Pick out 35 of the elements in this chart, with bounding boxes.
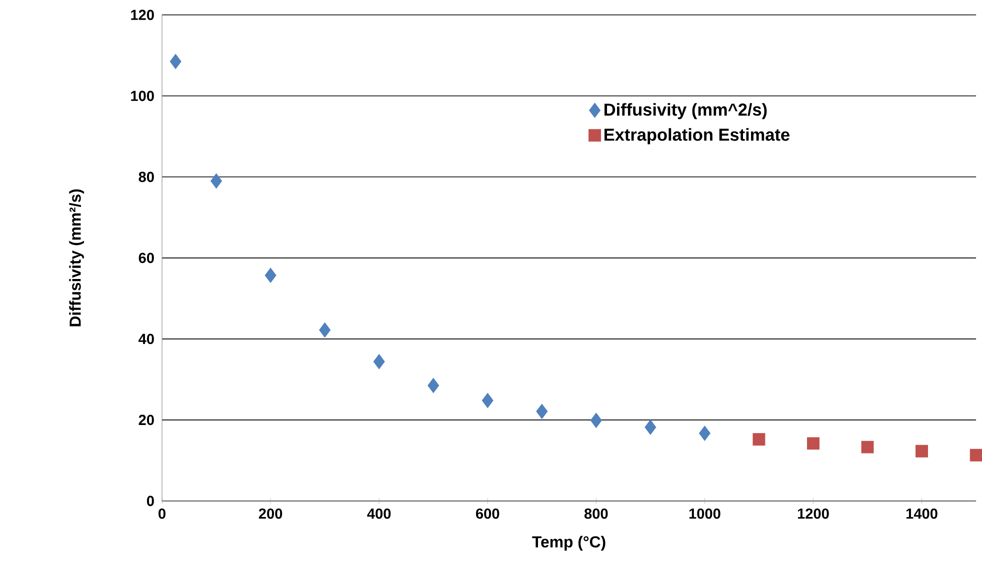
point xyxy=(752,432,766,446)
x-tick-label: 0 xyxy=(158,508,166,519)
y-tick-label: 100 xyxy=(131,90,154,101)
y-tick-label: 20 xyxy=(138,414,154,425)
x-tick-label: 200 xyxy=(258,508,282,519)
legend-label: Diffusivity (mm^2/s) xyxy=(604,102,767,119)
point xyxy=(536,404,548,419)
legend-label: Extrapolation Estimate xyxy=(604,128,790,144)
x-axis-title: Temp (°C) xyxy=(532,536,606,550)
y-tick-label: 120 xyxy=(131,10,154,20)
y-tick-label: 60 xyxy=(138,252,154,263)
point xyxy=(373,354,385,369)
point xyxy=(698,426,710,441)
point xyxy=(264,268,276,283)
x-tick-label: 1200 xyxy=(798,508,829,519)
point xyxy=(807,436,820,450)
point xyxy=(590,412,602,428)
y-axis-title: Diffusivity (mm²/s) xyxy=(69,189,84,326)
point xyxy=(970,448,982,462)
point xyxy=(319,322,331,338)
point xyxy=(644,419,656,435)
x-tick-label: 1400 xyxy=(906,508,938,519)
point xyxy=(170,54,182,69)
x-tick-label: 800 xyxy=(584,508,608,519)
x-tick-label: 1000 xyxy=(689,508,720,519)
y-tick-label: 0 xyxy=(146,496,154,506)
x-tick-label: 400 xyxy=(367,508,391,519)
y-tick-label: 40 xyxy=(138,334,154,344)
point xyxy=(916,444,928,458)
point xyxy=(482,392,494,408)
y-tick-label: 80 xyxy=(138,172,154,182)
point xyxy=(210,173,222,188)
x-tick-label: 600 xyxy=(476,508,500,519)
point xyxy=(861,440,874,454)
point xyxy=(428,378,440,393)
